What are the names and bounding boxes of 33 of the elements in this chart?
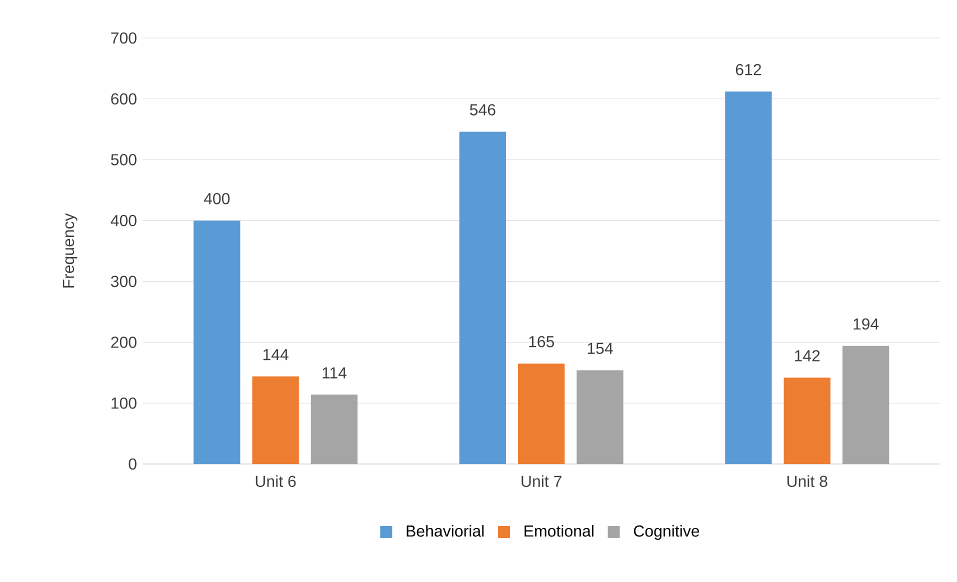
bar	[310, 394, 358, 464]
x-tick-label: Unit 6	[256, 475, 296, 488]
legend-label: Emotional	[524, 524, 594, 537]
data-label: 546	[470, 104, 496, 116]
bar	[576, 370, 624, 464]
bar	[194, 220, 240, 464]
bar	[252, 376, 299, 464]
y-tick-label: 400	[110, 214, 136, 226]
y-tick-label: 200	[111, 336, 136, 348]
data-label: 612	[736, 64, 761, 76]
data-label: 400	[204, 192, 230, 204]
y-tick-label: 600	[111, 93, 136, 105]
y-axis-title: Frequency	[62, 213, 78, 288]
bar	[518, 364, 565, 464]
data-label: 165	[529, 336, 554, 348]
legend-label: Behaviorial	[406, 524, 484, 537]
data-label: 142	[794, 350, 820, 362]
y-tick-label: 700	[111, 32, 136, 44]
x-tick-label: Unit 7	[522, 475, 562, 488]
y-tick-label: 100	[112, 397, 136, 409]
data-label: 114	[322, 367, 347, 378]
bar	[842, 346, 890, 464]
bar	[725, 92, 772, 464]
y-tick-label: 300	[110, 276, 136, 288]
x-tick-label: Unit 8	[787, 475, 828, 488]
y-tick-label: 0	[128, 458, 136, 470]
data-label: 154	[588, 342, 613, 354]
y-tick-label: 500	[111, 154, 136, 166]
legend-label: Cognitive	[634, 524, 700, 540]
data-label: 144	[263, 349, 288, 360]
data-label: 194	[854, 318, 879, 330]
bar	[784, 378, 830, 464]
bar	[459, 132, 506, 464]
